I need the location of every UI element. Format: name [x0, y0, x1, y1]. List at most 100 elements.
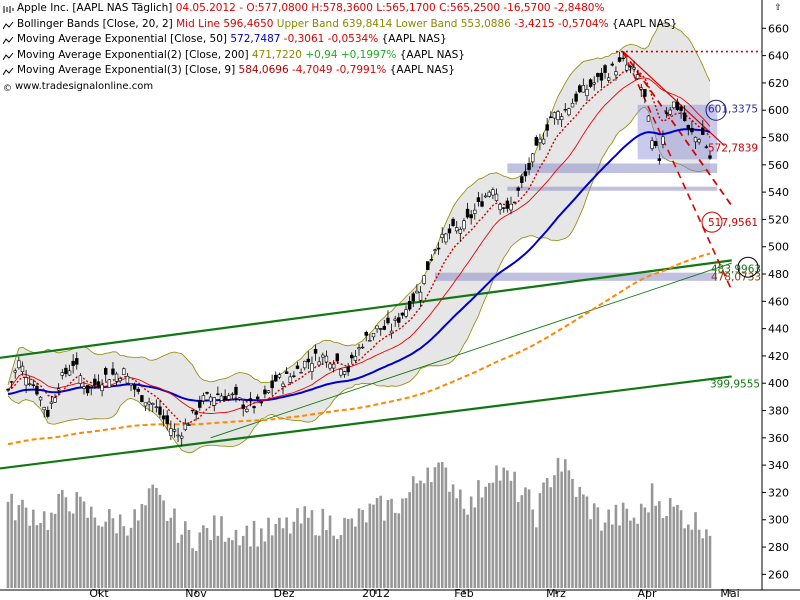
volume-bar	[487, 483, 491, 588]
volume-bar	[307, 517, 310, 588]
volume-bar	[701, 538, 705, 588]
volume-bar	[408, 492, 411, 588]
candle-body	[487, 191, 491, 197]
volume-bar	[202, 525, 205, 588]
x-tick-label: Apr	[637, 587, 657, 600]
volume-bar	[690, 529, 694, 588]
candle-body	[382, 325, 387, 330]
y-tick-label: 580	[768, 132, 789, 145]
target-circle	[705, 99, 727, 121]
volume-bar	[97, 525, 100, 588]
candle-body	[617, 57, 622, 62]
candle-body	[686, 124, 690, 129]
y-tick-label: 440	[768, 323, 789, 336]
volume-bar	[6, 501, 10, 588]
scroll-up-icon[interactable]: ⇧	[774, 3, 782, 13]
volume-bar	[437, 462, 440, 588]
candle-body	[230, 393, 235, 396]
candle-body	[512, 201, 517, 204]
y-tick-label: 560	[768, 159, 789, 172]
bollinger-lower-line	[7, 106, 711, 454]
volume-bar	[343, 517, 346, 588]
candle-body	[375, 325, 379, 330]
volume-bar	[668, 497, 672, 588]
candle-body	[393, 318, 397, 321]
candle-body	[353, 356, 358, 361]
volume-bar	[263, 541, 267, 588]
candle-body	[447, 228, 452, 234]
candle-body	[498, 203, 502, 211]
support-zone	[507, 186, 718, 191]
candle-body	[310, 363, 314, 372]
volume-bar	[53, 513, 57, 588]
volume-bar	[469, 496, 473, 588]
volume-bar	[516, 502, 520, 588]
legend-ema9-symbol: {AAPL NAS}	[389, 64, 455, 76]
volume-bar	[339, 535, 343, 588]
trend-line	[210, 262, 732, 439]
candle-body	[198, 400, 202, 408]
candle-body	[404, 309, 408, 317]
x-tick-label: Okt	[89, 587, 109, 600]
candle-body	[415, 290, 419, 294]
y-tick-label: 540	[768, 186, 789, 199]
volume-bar	[636, 523, 639, 588]
legend-ema200-name: Moving Average Exponential(2) [Close, 20…	[17, 48, 249, 61]
legend-price: Apple Inc. [AAPL NAS Täglich] 04.05.2012…	[3, 1, 677, 17]
volume-bar	[520, 495, 524, 588]
volume-bar	[205, 527, 209, 588]
candle-body	[292, 375, 296, 377]
candle-body	[104, 368, 108, 375]
candle-body	[621, 57, 625, 60]
volume-bar	[610, 524, 614, 588]
candle-body	[433, 249, 437, 251]
annotation-label: 478,0733	[711, 272, 761, 284]
volume-bar	[299, 523, 303, 588]
volume-bar	[535, 527, 538, 588]
candle-body	[559, 116, 564, 121]
candle-body	[78, 375, 83, 384]
volume-bar	[158, 494, 162, 588]
volume-bar	[629, 520, 632, 588]
volume-bar	[220, 516, 223, 588]
volume-bar	[39, 522, 42, 588]
volume-bar	[686, 524, 690, 588]
candle-body	[668, 109, 672, 115]
volume-bar	[589, 519, 592, 588]
candle-body	[509, 203, 513, 211]
candle-body	[701, 127, 705, 135]
volume-bar	[502, 467, 506, 588]
volume-bar	[223, 541, 227, 588]
candle-body	[473, 209, 477, 214]
legend-ema200-symbol: {AAPL NAS}	[399, 48, 465, 61]
volume-bar	[654, 505, 658, 588]
volume-bar	[661, 518, 665, 588]
volume-bar	[603, 522, 607, 588]
candle-body	[107, 379, 112, 388]
candle-body	[303, 360, 307, 369]
volume-bar	[118, 514, 122, 588]
volume-bar	[238, 545, 241, 588]
x-tick-label: Feb	[454, 587, 473, 600]
candle-body	[56, 388, 61, 391]
volume-bar	[75, 492, 79, 588]
y-tick-label: 300	[768, 514, 789, 527]
volume-bar	[111, 518, 115, 588]
volume-bar	[303, 506, 307, 588]
volume-bar	[24, 507, 28, 588]
candle-body	[259, 401, 263, 404]
y-tick-label: 640	[768, 50, 789, 63]
candle-body	[71, 360, 75, 366]
bollinger-upper-line	[7, 22, 711, 385]
candle-body	[545, 124, 549, 131]
candle-body	[505, 200, 510, 209]
volume-bar	[335, 539, 339, 588]
volume-bar	[93, 517, 97, 588]
candle-body	[563, 109, 567, 111]
volume-bar	[531, 509, 534, 588]
candle-body	[85, 385, 90, 394]
volume-bar	[165, 520, 169, 588]
volume-bar	[82, 501, 86, 588]
legend-ema200-value: 471,7220	[251, 48, 302, 61]
volume-bar	[506, 470, 509, 588]
